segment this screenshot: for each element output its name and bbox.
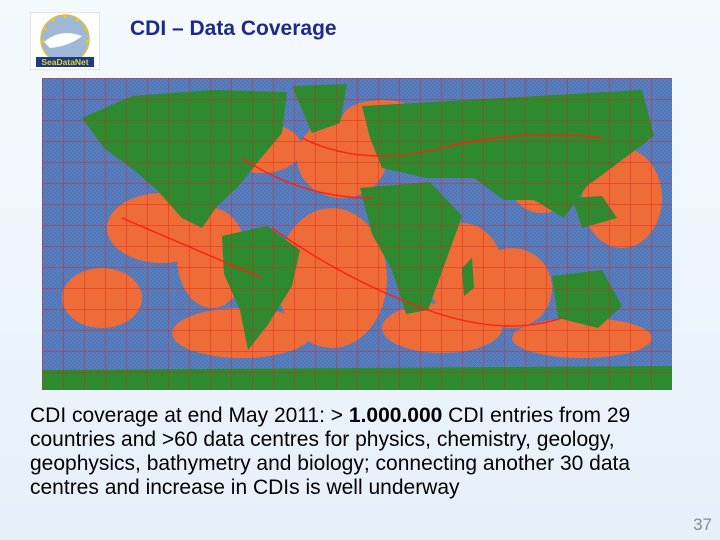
body-text: CDI coverage at end May 2011: > 1.000.00… [30,404,685,500]
text-run: CDI coverage at end May 2011: > [30,404,349,427]
logo-text: SeaDataNet [41,57,88,67]
slide-title: CDI – Data Coverage [130,17,337,40]
coverage-map [42,78,672,390]
text-run-bold: 1.000.000 [348,404,443,427]
text-run: CDI entries from 29 countries and >60 da… [30,404,631,499]
page-number: 37 [693,515,712,534]
logo: SeaDataNet [30,12,100,70]
